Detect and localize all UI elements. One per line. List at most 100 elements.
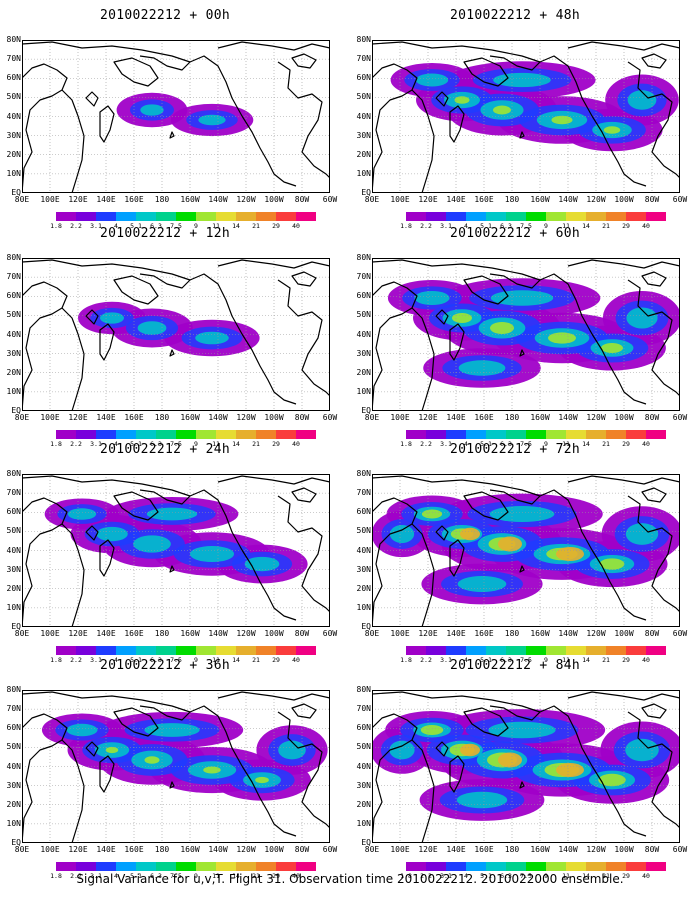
longitude-tick-label: 160W <box>180 845 200 854</box>
colorbar-tick-label: 6.3 <box>500 872 512 880</box>
colorbar-swatch <box>426 212 446 221</box>
colorbar-swatch <box>506 212 526 221</box>
colorbar-swatch <box>176 212 196 221</box>
latitude-tick-label: 70N <box>356 272 371 282</box>
variance-region <box>189 545 235 563</box>
longitude-tick-label: 120E <box>418 845 438 854</box>
colorbar-swatch <box>56 212 76 221</box>
latitude-tick-label: 10N <box>356 602 371 612</box>
colorbar-swatch <box>236 646 256 655</box>
latitude-tick-label: 60N <box>356 723 371 733</box>
longitude-tick-label: 180 <box>504 195 520 204</box>
latitude-axis-labels: 80N 70N 60N 50N 40N 30N 20N 10N EQ <box>350 686 372 847</box>
coastline <box>641 703 667 719</box>
longitude-tick-label: 80W <box>644 195 660 204</box>
colorbar-tick-label: 5.1 <box>480 656 492 664</box>
colorbar-swatch <box>156 646 176 655</box>
colorbar-labels: 1.8 2.2 3.1 4 5.1 6.3 7.5 9 11 14 21 29 40 <box>400 222 666 231</box>
coastline <box>189 273 297 405</box>
colorbar-swatch <box>176 862 196 871</box>
colorbar-labels: 1.8 2.2 3.1 4 5.1 6.3 7.5 9 11 14 21 29 40 <box>50 440 316 449</box>
coastline <box>22 41 191 71</box>
latitude-tick-label: 10N <box>356 168 371 178</box>
longitude-tick-label: 120E <box>418 629 438 638</box>
variance-region <box>460 527 480 541</box>
colorbar-swatch <box>426 646 446 655</box>
colorbar-swatch <box>446 646 466 655</box>
longitude-axis-labels: 80E 100E 120E 140E 160E 180 160W 140W 120W 100W 80… <box>365 629 687 639</box>
longitude-tick-label: 120E <box>418 413 438 422</box>
colorbar-swatch <box>216 646 236 655</box>
longitude-tick-label: 60W <box>322 629 338 638</box>
latitude-tick-label: 60N <box>6 723 21 733</box>
colorbar-swatch <box>156 862 176 871</box>
colorbar-swatch <box>156 430 176 439</box>
longitude-axis-labels: 80E 100E 120E 140E 160E 180 160W 140W 120W 100W 80… <box>365 195 687 205</box>
coastline <box>519 781 525 789</box>
coastline <box>411 307 435 411</box>
colorbar-swatch <box>466 212 486 221</box>
variance-region <box>460 743 480 757</box>
coastline <box>61 523 85 627</box>
variance-region <box>493 105 511 115</box>
longitude-tick-label: 120W <box>236 195 256 204</box>
colorbar-swatch <box>606 646 626 655</box>
variance-region <box>278 740 306 760</box>
latitude-tick-label: 80N <box>6 253 21 262</box>
coastline <box>169 781 175 789</box>
colorbar-tick-label: 2.2 <box>70 872 82 880</box>
colorbar-tick-label: 5.1 <box>480 222 492 230</box>
map-panel: 2010022212 + 84h 80N 70N 60N 50N 40N 30N 20N 10N… <box>350 650 688 880</box>
colorbar-swatch <box>566 862 586 871</box>
longitude-tick-label: 160E <box>474 629 494 638</box>
colorbar-tick-label: 5.1 <box>130 656 142 664</box>
colorbar-tick-label: 9 <box>544 656 548 664</box>
colorbar-swatch <box>136 212 156 221</box>
colorbar-swatch <box>506 862 526 871</box>
longitude-tick-label: 80E <box>14 413 30 422</box>
coastlines <box>22 475 330 627</box>
colorbar-tick-label: 11 <box>212 440 220 448</box>
longitude-tick-label: 140E <box>96 195 116 204</box>
colorbar-tick-label: 5.1 <box>130 222 142 230</box>
variance-shading <box>41 711 328 801</box>
longitude-tick-label: 160W <box>530 413 550 422</box>
colorbar-tick-label: 5.1 <box>130 872 142 880</box>
colorbar-swatch <box>96 212 116 221</box>
colorbar-tick-label: 6.3 <box>150 222 162 230</box>
colorbar-tick-label: 1.8 <box>400 440 412 448</box>
coastline <box>189 55 297 187</box>
latitude-tick-label: 20N <box>6 367 21 377</box>
colorbar-tick-label: 2.2 <box>70 222 82 230</box>
coastlines <box>372 691 680 843</box>
longitude-axis-labels: 80E 100E 120E 140E 160E 180 160W 140W 120W 100W 80… <box>15 195 337 205</box>
latitude-tick-label: 20N <box>356 799 371 809</box>
colorbar-labels: 1.8 2.2 3.1 4 5.1 6.3 7.5 9 11 14 21 29 40 <box>50 656 316 665</box>
colorbar-tick-label: 40 <box>642 656 650 664</box>
latitude-tick-label: EQ <box>361 838 371 847</box>
longitude-tick-label: 180 <box>504 413 520 422</box>
longitude-tick-label: 60W <box>672 195 688 204</box>
variance-map <box>372 690 680 843</box>
longitude-tick-label: 100E <box>40 195 60 204</box>
colorbar-tick-label: 21 <box>252 440 260 448</box>
longitude-tick-label: 120E <box>68 629 88 638</box>
longitude-tick-label: 80W <box>644 413 660 422</box>
colorbar-swatch <box>156 212 176 221</box>
longitude-tick-label: 180 <box>154 413 170 422</box>
variance-shading <box>44 496 308 584</box>
longitude-tick-label: 60W <box>322 413 338 422</box>
longitude-tick-label: 100E <box>390 413 410 422</box>
coastline <box>291 271 317 287</box>
colorbar-tick-label: 40 <box>292 222 300 230</box>
colorbar-swatch <box>196 862 216 871</box>
latitude-tick-label: 80N <box>6 469 21 478</box>
coastline <box>61 89 85 193</box>
latitude-axis-labels: 80N 70N 60N 50N 40N 30N 20N 10N EQ <box>350 470 372 631</box>
latitude-tick-label: 80N <box>356 469 371 478</box>
variance-region <box>493 72 551 88</box>
colorbar <box>406 212 666 221</box>
longitude-tick-label: 140E <box>96 845 116 854</box>
colorbar-swatch <box>196 430 216 439</box>
colorbar-tick-label: 4 <box>114 872 118 880</box>
